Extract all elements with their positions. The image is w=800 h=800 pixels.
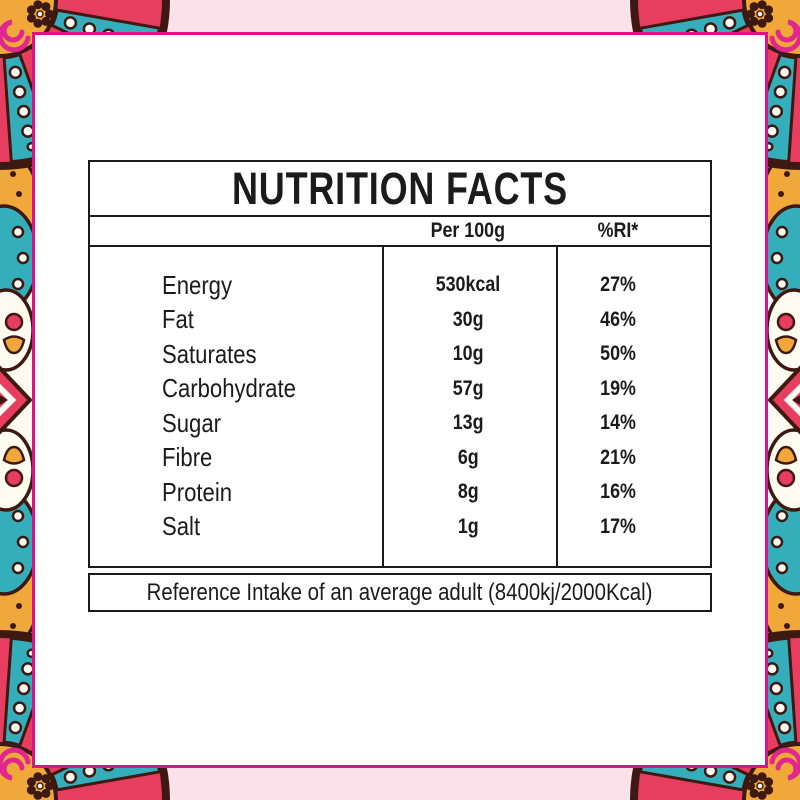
table-row: Protein 8g 16%	[90, 475, 710, 510]
table-row: Sugar 13g 14%	[90, 406, 710, 441]
col-header-per-100g: Per 100g	[430, 219, 506, 242]
column-header-row: Per 100g %RI*	[90, 217, 710, 247]
table-row: Energy 530kcal 27%	[90, 268, 710, 303]
nutrient-name: Protein	[162, 476, 233, 507]
nutrient-ri: 17%	[600, 514, 636, 538]
nutrient-name: Fibre	[162, 442, 213, 473]
column-divider-1	[382, 247, 384, 566]
col-header-ri: %RI*	[597, 219, 639, 242]
nutrient-amount: 8g	[457, 480, 479, 504]
nutrient-ri: 19%	[600, 376, 636, 400]
table-row: Saturates 10g 50%	[90, 337, 710, 372]
nutrient-name: Carbohydrate	[162, 373, 296, 404]
nutrient-ri: 27%	[600, 273, 636, 297]
nutrition-facts-table: NUTRITION FACTS Per 100g %RI* Energy 530…	[88, 160, 712, 612]
values-box: Per 100g %RI* Energy 530kcal 27% Fat 30g…	[88, 215, 712, 568]
nutrient-amount: 57g	[452, 376, 484, 400]
nutrient-name: Salt	[162, 511, 201, 542]
table-row: Carbohydrate 57g 19%	[90, 372, 710, 407]
nutrient-name: Saturates	[162, 338, 257, 369]
reference-intake-box: Reference Intake of an average adult (84…	[88, 573, 712, 612]
nutrient-ri: 21%	[600, 445, 636, 469]
nutrient-name: Energy	[162, 269, 233, 300]
nutrient-ri: 14%	[600, 411, 636, 435]
nutrient-amount: 10g	[452, 342, 484, 366]
nutrient-name: Sugar	[162, 407, 221, 438]
nutrient-amount: 6g	[457, 445, 479, 469]
nutrition-facts-title: NUTRITION FACTS	[231, 162, 568, 214]
table-row: Salt 1g 17%	[90, 510, 710, 545]
nutrient-amount: 30g	[452, 307, 484, 331]
column-divider-2	[556, 247, 558, 566]
nutrient-ri: 16%	[600, 480, 636, 504]
nutrient-amount: 530kcal	[435, 273, 501, 297]
nutrient-ri: 46%	[600, 307, 636, 331]
table-row: Fat 30g 46%	[90, 303, 710, 338]
nutrient-rows: Energy 530kcal 27% Fat 30g 46% Saturates…	[90, 247, 710, 566]
nutrient-amount: 1g	[457, 514, 479, 538]
nutrient-ri: 50%	[600, 342, 636, 366]
nutrient-name: Fat	[162, 304, 194, 335]
table-row: Fibre 6g 21%	[90, 441, 710, 476]
title-box: NUTRITION FACTS	[88, 160, 712, 217]
reference-intake-note: Reference Intake of an average adult (84…	[147, 578, 653, 606]
nutrient-amount: 13g	[452, 411, 484, 435]
white-panel: NUTRITION FACTS Per 100g %RI* Energy 530…	[32, 32, 768, 768]
